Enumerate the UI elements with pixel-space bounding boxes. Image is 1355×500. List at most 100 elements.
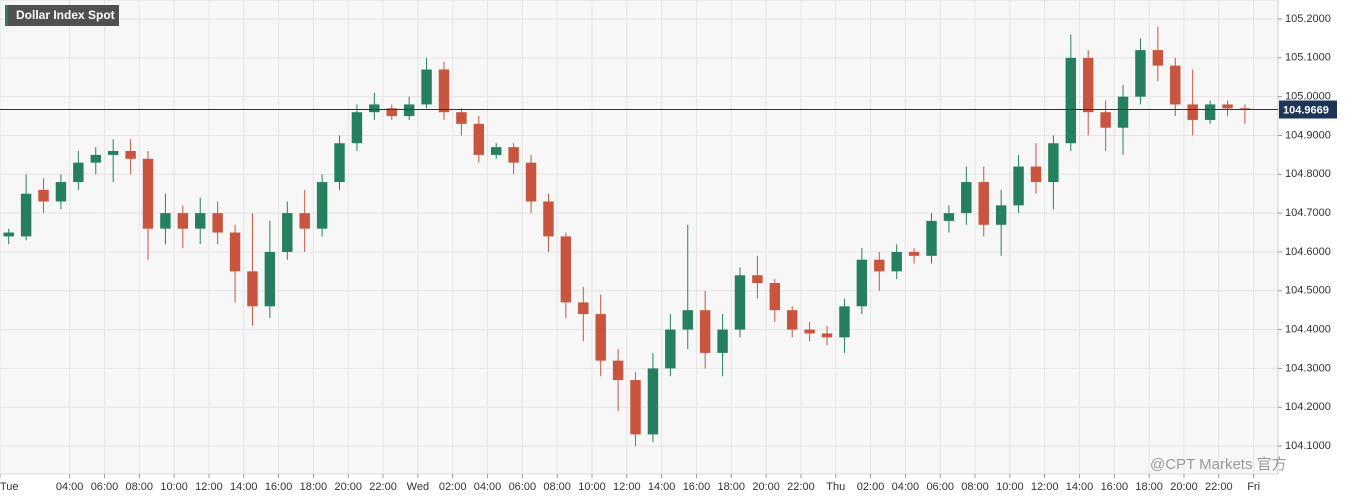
candle-body xyxy=(473,123,485,155)
candle-body xyxy=(160,213,171,229)
x-tick-label: 16:00 xyxy=(1101,481,1129,493)
candle-body xyxy=(943,213,955,221)
candle-body xyxy=(908,251,920,256)
y-tick-label: 105.0000 xyxy=(1285,91,1331,103)
candle-body xyxy=(73,162,84,183)
candle-body xyxy=(1100,112,1111,128)
candle-body xyxy=(839,306,850,338)
x-tick-label: 04:00 xyxy=(892,481,920,493)
candle-body xyxy=(229,232,241,272)
x-tick-label: 12:00 xyxy=(613,481,641,493)
candle-body xyxy=(351,112,363,144)
x-tick-label: 22:00 xyxy=(369,481,397,493)
candle-body xyxy=(316,182,328,229)
candle-body xyxy=(1048,143,1059,183)
title-accent xyxy=(5,5,8,26)
candle-body xyxy=(1204,104,1216,120)
candle-body xyxy=(804,329,815,334)
x-tick-label: 06:00 xyxy=(926,481,954,493)
x-tick-label: 04:00 xyxy=(56,481,84,493)
x-tick-label: 14:00 xyxy=(1066,481,1094,493)
y-tick-label: 104.8000 xyxy=(1285,168,1331,180)
y-tick-label: 104.4000 xyxy=(1285,323,1331,335)
candle-body xyxy=(212,213,223,233)
y-tick-label: 104.9000 xyxy=(1285,129,1331,141)
candle-body xyxy=(264,251,276,307)
candle-body xyxy=(1187,104,1198,120)
chart-title: Dollar Index Spot xyxy=(16,8,115,22)
candle-body xyxy=(699,310,711,353)
title-box xyxy=(5,5,119,26)
y-tick-label: 104.5000 xyxy=(1285,285,1331,297)
x-tick-label: 06:00 xyxy=(91,481,119,493)
candle-body xyxy=(195,213,206,229)
candle-body xyxy=(752,275,763,284)
y-tick-label: 104.6000 xyxy=(1285,246,1331,258)
x-tick-label: 12:00 xyxy=(195,481,223,493)
candle-body xyxy=(438,69,450,113)
x-tick-label: 14:00 xyxy=(230,481,258,493)
x-tick-label: 12:00 xyxy=(1031,481,1059,493)
candle-body xyxy=(282,213,293,252)
x-tick-label: 10:00 xyxy=(160,481,188,493)
x-tick-label: 18:00 xyxy=(1135,481,1163,493)
x-tick-label: 18:00 xyxy=(300,481,328,493)
candle-body xyxy=(1030,166,1042,183)
x-tick-label: 14:00 xyxy=(648,481,676,493)
candle-body xyxy=(369,104,380,113)
x-tick-label: 16:00 xyxy=(683,481,711,493)
candle-body xyxy=(595,314,606,361)
candle-body xyxy=(1065,57,1077,144)
candle-body xyxy=(734,275,746,330)
x-tick-label: 20:00 xyxy=(1170,481,1198,493)
candle-body xyxy=(769,283,781,311)
x-tick-label: 02:00 xyxy=(439,481,467,493)
x-tick-label: 04:00 xyxy=(474,481,502,493)
y-tick-label: 104.7000 xyxy=(1285,207,1331,219)
candle-body xyxy=(55,182,67,202)
x-tick-label: 06:00 xyxy=(509,481,537,493)
y-tick-label: 104.1000 xyxy=(1285,440,1331,452)
candle-body xyxy=(682,310,693,330)
candle-body xyxy=(90,154,101,163)
candle-body xyxy=(543,201,554,237)
candle-body xyxy=(1013,166,1024,206)
x-tick-label: 20:00 xyxy=(752,481,780,493)
candle-body xyxy=(1170,65,1181,105)
candle-body xyxy=(995,205,1007,225)
x-tick-label: 20:00 xyxy=(334,481,362,493)
candle-body xyxy=(1082,57,1094,113)
candle-body xyxy=(525,162,537,202)
watermark: @CPT Markets 官方 xyxy=(1150,456,1287,473)
candle-body xyxy=(20,193,32,237)
candle-body xyxy=(38,189,49,202)
x-tick-label: 18:00 xyxy=(718,481,746,493)
candle-body xyxy=(299,213,310,229)
candle-body xyxy=(926,220,937,256)
candle-body xyxy=(508,147,519,163)
candle-body xyxy=(874,259,885,272)
x-tick-label: 02:00 xyxy=(857,481,885,493)
candle-body xyxy=(1239,108,1251,110)
x-tick-label: Thu xyxy=(826,481,845,493)
candle-body xyxy=(3,232,14,237)
candle-body xyxy=(786,310,798,330)
candle-body xyxy=(1222,104,1233,109)
candle-body xyxy=(665,329,676,369)
candle-body xyxy=(142,158,154,229)
y-tick-label: 104.2000 xyxy=(1285,401,1331,413)
x-tick-label: 22:00 xyxy=(787,481,815,493)
candle-body xyxy=(247,271,258,307)
x-tick-label: Fri xyxy=(1247,481,1260,493)
x-tick-label: 22:00 xyxy=(1205,481,1233,493)
candle-body xyxy=(1152,50,1164,66)
last-price-label: 104.9669 xyxy=(1283,104,1329,116)
x-tick-label: 10:00 xyxy=(578,481,606,493)
last-price-box xyxy=(1279,100,1337,119)
candle-body xyxy=(961,182,972,214)
candle-body xyxy=(456,112,467,124)
candle-body xyxy=(491,147,502,155)
y-tick-label: 105.2000 xyxy=(1285,13,1331,25)
x-tick-label: 16:00 xyxy=(265,481,293,493)
candle-body xyxy=(612,360,624,381)
